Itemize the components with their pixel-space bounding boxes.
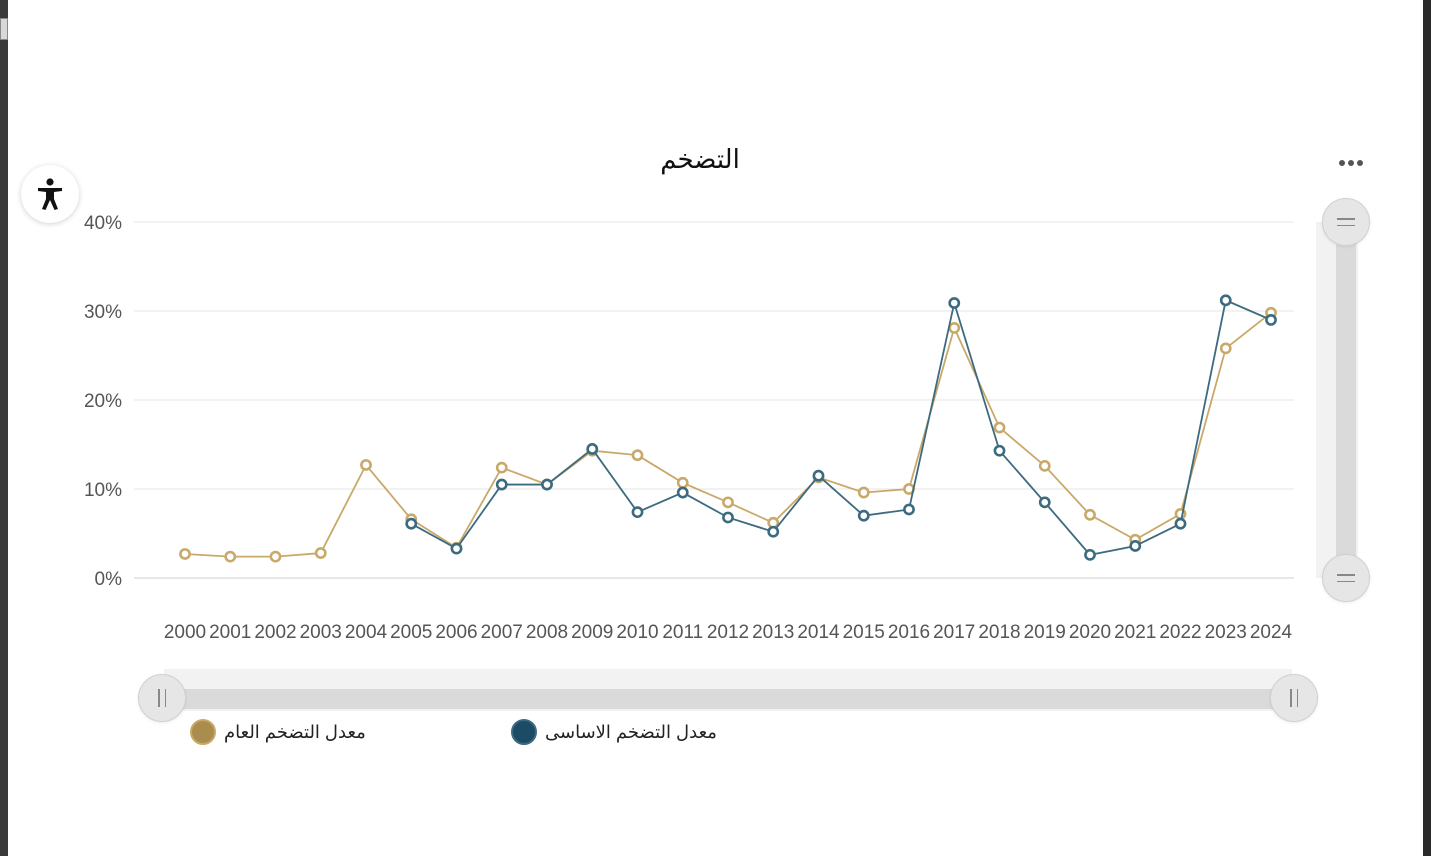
- data-point-core: [812, 469, 825, 482]
- x-tick-label: 2022: [1159, 622, 1201, 643]
- drag-handle-icon: [1337, 574, 1355, 582]
- legend-item-core[interactable]: معدل التضخم الاساسى: [511, 718, 717, 746]
- more-dot: [1357, 160, 1363, 166]
- series-line-core: [410, 299, 1272, 556]
- data-point-core: [1219, 294, 1232, 307]
- data-point-general: [1084, 508, 1096, 521]
- data-point-core: [722, 511, 734, 524]
- x-tick-label: 2000: [164, 622, 206, 643]
- data-point-core: [948, 297, 961, 309]
- legend-item-general[interactable]: معدل التضخم العام: [190, 718, 366, 746]
- data-point-core: [405, 517, 418, 530]
- data-point-core: [586, 443, 599, 455]
- y-tick-label: 10%: [84, 480, 122, 501]
- x-tick-label: 2004: [345, 622, 388, 643]
- data-point-core: [857, 509, 870, 522]
- legend-marker-core: [511, 719, 537, 745]
- data-point-general: [1038, 459, 1051, 472]
- x-tick-label: 2011: [662, 622, 703, 643]
- accessibility-icon: [38, 178, 62, 210]
- data-point-core: [1265, 313, 1277, 326]
- x-tick-label: 2012: [707, 622, 749, 643]
- data-point-general: [269, 550, 282, 563]
- x-tick-label: 2003: [300, 622, 342, 643]
- data-point-core: [903, 503, 915, 516]
- drag-handle-icon: [158, 689, 166, 707]
- data-point-core: [1084, 548, 1096, 561]
- x-tick-label: 2008: [526, 622, 568, 643]
- horizontal-range-handle-left[interactable]: [138, 674, 186, 722]
- data-point-core: [631, 506, 644, 519]
- accessibility-button[interactable]: [21, 165, 79, 223]
- x-tick-label: 2010: [616, 622, 658, 643]
- x-tick-label: 2019: [1024, 622, 1066, 643]
- chart-title: التضخم: [660, 144, 740, 174]
- data-point-core: [676, 486, 689, 499]
- x-tick-label: 2018: [978, 622, 1020, 643]
- x-tick-label: 2005: [390, 622, 432, 643]
- data-point-general: [993, 421, 1006, 434]
- data-point-core: [1174, 517, 1187, 530]
- window-frame-right: [1423, 0, 1431, 856]
- data-point-core: [1129, 540, 1142, 552]
- x-tick-label: 2001: [209, 622, 251, 643]
- x-tick-label: 2007: [481, 622, 523, 643]
- data-point-core: [495, 478, 508, 491]
- drag-handle-icon: [1290, 689, 1298, 707]
- x-tick-label: 2024: [1250, 622, 1293, 643]
- data-point-general: [857, 486, 870, 499]
- x-tick-label: 2021: [1114, 622, 1156, 643]
- data-point-general: [179, 548, 191, 560]
- more-dot: [1348, 160, 1354, 166]
- data-point-general: [314, 547, 327, 559]
- data-point-core: [767, 525, 780, 538]
- more-dots-icon: [1339, 160, 1345, 166]
- x-tick-label: 2009: [571, 622, 613, 643]
- data-point-general: [631, 449, 644, 462]
- data-point-general: [1219, 342, 1232, 355]
- x-tick-label: 2013: [752, 622, 794, 643]
- drag-handle-icon: [1337, 218, 1355, 226]
- y-tick-label: 40%: [84, 213, 122, 234]
- legend-marker-general: [190, 719, 216, 745]
- data-point-general: [224, 550, 237, 563]
- chart-menu-button[interactable]: [1334, 150, 1368, 176]
- x-tick-label: 2002: [254, 622, 296, 643]
- vertical-range-handle-bottom[interactable]: [1322, 554, 1370, 602]
- horizontal-range-bar[interactable]: [164, 689, 1292, 709]
- x-tick-label: 2015: [843, 622, 885, 643]
- data-point-general: [722, 496, 734, 509]
- data-point-core: [541, 478, 553, 491]
- data-point-general: [360, 459, 372, 471]
- data-point-core: [993, 444, 1006, 457]
- x-tick-label: 2014: [797, 622, 840, 643]
- window-frame-left: [0, 0, 8, 856]
- legend-label-core: معدل التضخم الاساسى: [545, 721, 717, 742]
- vertical-range-handle-top[interactable]: [1322, 198, 1370, 246]
- vertical-range-bar[interactable]: [1336, 222, 1356, 578]
- window-frame-notch: [0, 18, 8, 40]
- x-tick-label: 2020: [1069, 622, 1111, 643]
- data-point-core: [450, 542, 463, 555]
- x-tick-label: 2023: [1205, 622, 1247, 643]
- x-tick-label: 2016: [888, 622, 930, 643]
- horizontal-range-handle-right[interactable]: [1270, 674, 1318, 722]
- legend-label-general: معدل التضخم العام: [224, 721, 366, 742]
- y-tick-label: 30%: [84, 302, 122, 323]
- y-tick-label: 0%: [95, 569, 123, 590]
- data-point-general: [948, 322, 961, 334]
- y-tick-label: 20%: [84, 391, 122, 412]
- x-tick-label: 2017: [933, 622, 975, 643]
- data-point-general: [676, 476, 689, 489]
- x-tick-label: 2006: [435, 622, 477, 643]
- data-point-general: [495, 461, 508, 474]
- data-point-core: [1038, 496, 1051, 509]
